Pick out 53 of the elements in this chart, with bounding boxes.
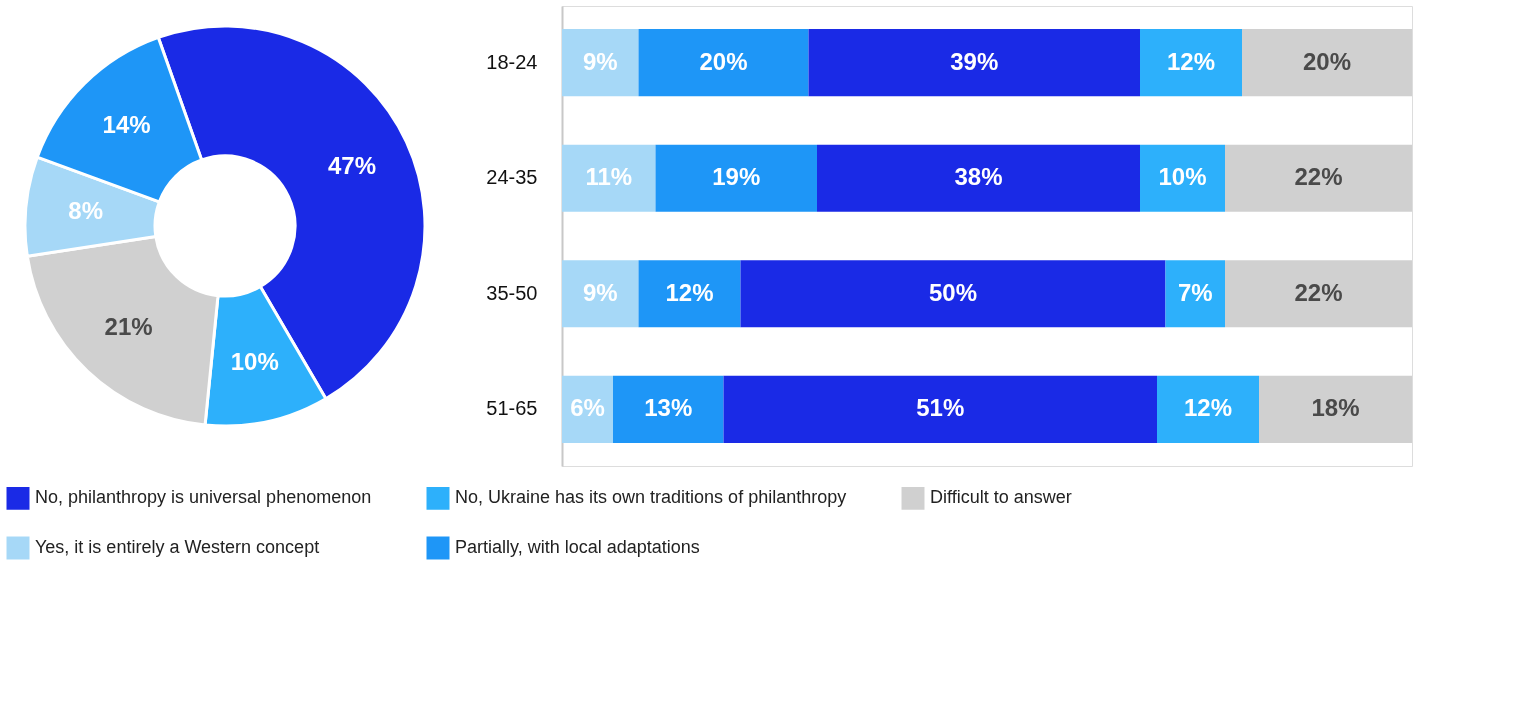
data-label: 20% [699, 47, 748, 75]
data-label: 47% [327, 152, 377, 180]
legend-label: Partially, with local adaptations [455, 537, 700, 557]
data-label: 14% [102, 111, 151, 139]
data-label: 12% [1183, 394, 1233, 422]
data-label: 39% [950, 47, 999, 75]
bar [1242, 29, 1412, 97]
data-label: 10% [1158, 163, 1207, 191]
data-label: 19% [712, 163, 761, 191]
legend-label: No, philanthropy is universal phenomenon [35, 487, 372, 508]
bar [638, 29, 809, 97]
bar [723, 375, 1157, 443]
y-tick-label: 18-24 [486, 50, 538, 73]
data-label: 8% [68, 197, 104, 225]
legend-label: Difficult to answer [930, 487, 1072, 508]
data-label: 12% [665, 278, 714, 306]
bar [808, 29, 1140, 97]
bar [1157, 375, 1259, 443]
bar [1140, 144, 1225, 212]
y-tick-label: 24-35 [486, 166, 538, 189]
data-label: 13% [644, 394, 693, 422]
bar [562, 144, 656, 212]
bar [613, 375, 724, 443]
bar [1259, 375, 1412, 443]
bar [817, 144, 1140, 212]
data-label: 12% [1166, 47, 1216, 75]
bar [1225, 260, 1412, 328]
data-label: 21% [104, 312, 153, 340]
bar [740, 260, 1166, 328]
bar [562, 29, 639, 97]
data-label: 9% [582, 47, 618, 75]
data-label: 7% [1177, 278, 1213, 306]
data-label: 22% [1294, 278, 1343, 306]
data-label: 20% [1302, 47, 1352, 75]
data-label: 11% [585, 163, 633, 191]
data-label: 10% [230, 347, 279, 375]
bar [562, 260, 639, 328]
legend-label: No, Ukraine has its own traditions of philanthropy [455, 487, 847, 508]
y-tick-label: 51-65 [486, 397, 538, 420]
bar [638, 260, 741, 328]
data-label: 51% [916, 394, 965, 422]
bar [1165, 260, 1225, 328]
data-label: 22% [1294, 163, 1343, 191]
bar [1140, 29, 1242, 97]
data-label: 9% [582, 278, 618, 306]
data-label: 50% [928, 278, 978, 306]
bar [1225, 144, 1412, 212]
data-label: 18% [1311, 394, 1360, 422]
data-label: 6% [570, 394, 605, 422]
y-tick-label: 35-50 [486, 281, 538, 304]
legend-label: Yes, it is entirely a Western concept [35, 537, 320, 557]
bar [655, 144, 817, 212]
data-label: 38% [954, 163, 1003, 191]
